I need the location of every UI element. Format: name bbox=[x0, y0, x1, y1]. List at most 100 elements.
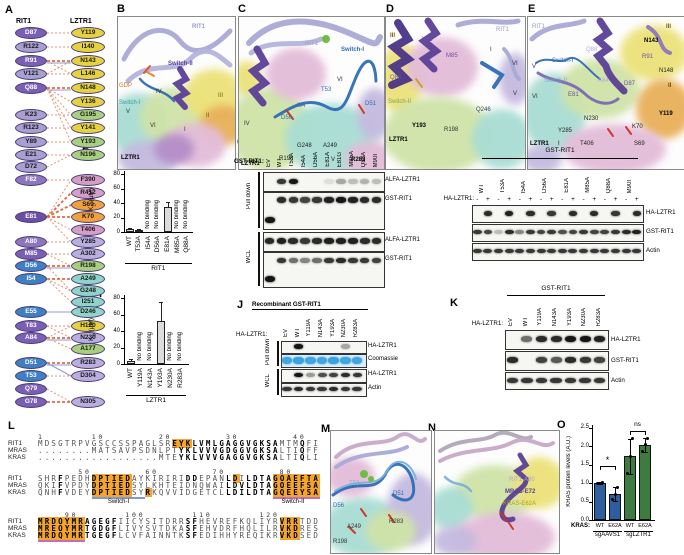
sequence-segment: LDVLDTA bbox=[226, 481, 274, 490]
structure-label: N148 bbox=[659, 68, 674, 74]
blot-row-label: ALFA-LZTR1 bbox=[385, 177, 421, 183]
residue-lztr1-Y193: Y193 bbox=[71, 136, 105, 148]
blot-band bbox=[632, 248, 642, 254]
structure-label: Switch-II bbox=[388, 99, 412, 105]
residue-rit1-K23: K23 bbox=[15, 109, 47, 121]
blot-band bbox=[547, 229, 557, 235]
rit1-column-header: RIT1 bbox=[16, 18, 32, 25]
residue-rit1-Y89: Y89 bbox=[15, 136, 47, 148]
structure-label: I bbox=[490, 47, 492, 53]
sequence-segment: Q bbox=[299, 439, 307, 448]
sequence-segment: VKD bbox=[279, 524, 300, 533]
blot-band bbox=[264, 276, 275, 282]
residue-lztr1-A177: A177 bbox=[71, 343, 105, 355]
blot-band bbox=[550, 357, 562, 363]
blot-band bbox=[264, 217, 275, 223]
residue-lztr1-R283: R283 bbox=[71, 357, 105, 369]
structure-label: Y193 bbox=[412, 123, 427, 129]
sig-bracket bbox=[600, 466, 615, 467]
sequence-segment: TGDGF bbox=[85, 524, 119, 533]
sequence-segment: LCVFAINNTK bbox=[118, 531, 186, 540]
lane-label: N143A bbox=[318, 318, 324, 337]
blot-band bbox=[610, 248, 620, 254]
residue-rit1-A80: A80 bbox=[15, 236, 47, 248]
sequence-segment: LIVYSVTDKA bbox=[118, 524, 186, 533]
sequence-segment: I bbox=[239, 474, 247, 483]
sig-bracket-end bbox=[600, 466, 601, 470]
y-tick-label: 2.0 bbox=[580, 442, 589, 449]
error-cap bbox=[642, 451, 648, 453]
alignment-sequence: ........MATSAVPSDNLPTYKLVVVGDGGVGKSALTIQ… bbox=[38, 447, 320, 455]
lane-label: M90I bbox=[372, 153, 379, 167]
residue-rit1-D56: D56 bbox=[15, 260, 47, 272]
header-line bbox=[252, 309, 368, 310]
x-tick-label: D56A bbox=[154, 236, 162, 253]
error-cap bbox=[127, 228, 132, 229]
data-point bbox=[646, 437, 649, 441]
structure-label: R198 bbox=[444, 127, 459, 133]
structure-label: RIT1 bbox=[496, 27, 510, 33]
alignment-sequence: MRDQYMRTGEGFLCVFAINNTKSFEDIHHYREQIKRVKDS… bbox=[38, 531, 320, 540]
structure-label: D87 bbox=[624, 81, 636, 87]
panel-label-b: B bbox=[117, 3, 125, 15]
blot-row-label: GST-RIT1 bbox=[646, 228, 674, 235]
surface-region bbox=[562, 124, 666, 169]
panel-m-structure: T53 D51 D56 A249 R283 R198 bbox=[330, 430, 432, 554]
structure-label: G248 bbox=[297, 143, 312, 149]
sequence-segment: KQVVID bbox=[152, 488, 193, 497]
blot-band bbox=[526, 210, 535, 216]
y-axis-label: KRAS protein levels (A.U.) bbox=[566, 436, 572, 507]
structure-label: LZTR1 bbox=[241, 161, 260, 167]
sequence-segment: QNH bbox=[38, 488, 59, 497]
ribbon-drawing bbox=[121, 27, 233, 110]
error-cap bbox=[137, 228, 142, 230]
lane-label: N230A bbox=[341, 318, 348, 337]
data-point bbox=[643, 442, 647, 446]
panel-c-structure: RIT1 Switch-I VI T53 I54 D51 D56 IV G248 A249 R198… bbox=[238, 16, 385, 170]
sequence-segment: LTI bbox=[279, 453, 300, 462]
lane-label: M85A bbox=[348, 151, 355, 167]
alignment-sequence: ..................MTEYKLVVVGAGGVGKSALTIQ… bbox=[38, 453, 320, 462]
sequence-segment: GETCL bbox=[192, 488, 227, 497]
y-tick-label: 20 bbox=[113, 214, 120, 220]
residue-rit1-D51: D51 bbox=[15, 357, 47, 369]
blot-band bbox=[536, 248, 546, 254]
blot-band bbox=[589, 229, 599, 235]
blot-band bbox=[371, 238, 382, 244]
structure-label: V bbox=[331, 157, 336, 163]
blot-band bbox=[340, 386, 351, 392]
y-tick bbox=[589, 446, 592, 447]
blot-band bbox=[282, 386, 292, 392]
blot-band bbox=[535, 377, 548, 383]
panel-label-c: C bbox=[238, 3, 246, 15]
structure-label: KRAS-E62A bbox=[503, 501, 537, 507]
blot-band bbox=[472, 248, 482, 254]
lane-label: Q88A bbox=[606, 177, 613, 193]
switch2-underline-b3 bbox=[38, 540, 85, 542]
sequence-segment: MRDQYMR bbox=[38, 531, 86, 540]
blot-box bbox=[263, 172, 385, 192]
structure-label: S69 bbox=[634, 141, 645, 147]
residue-rit1-I54: I54 bbox=[15, 273, 47, 285]
blot-band bbox=[593, 377, 606, 383]
group-label: sgLZTR1 bbox=[626, 532, 651, 538]
x-tick-label: N143A bbox=[147, 368, 154, 388]
residue-rit1-V121: V121 bbox=[15, 68, 47, 80]
structure-label: Switch-II bbox=[168, 61, 193, 67]
ha-symbol: - bbox=[518, 195, 521, 203]
blot-band bbox=[600, 229, 610, 235]
alignment-row-name: RIT1 bbox=[8, 475, 23, 482]
blot-band bbox=[611, 229, 620, 235]
blot-band bbox=[300, 257, 310, 263]
blot-band bbox=[557, 229, 567, 235]
sequence-segment: SHR bbox=[38, 474, 59, 483]
section-bracket bbox=[258, 172, 260, 228]
lane-label: EV bbox=[508, 317, 515, 326]
ha-symbol: + bbox=[507, 195, 512, 203]
structure-label: N143 bbox=[644, 38, 659, 44]
residue-rit1-Q79: Q79 bbox=[15, 383, 47, 395]
switch1-underline bbox=[91, 497, 146, 499]
sequence-segment: SY bbox=[132, 488, 146, 497]
error-cap bbox=[159, 302, 163, 304]
y-axis bbox=[124, 295, 125, 365]
